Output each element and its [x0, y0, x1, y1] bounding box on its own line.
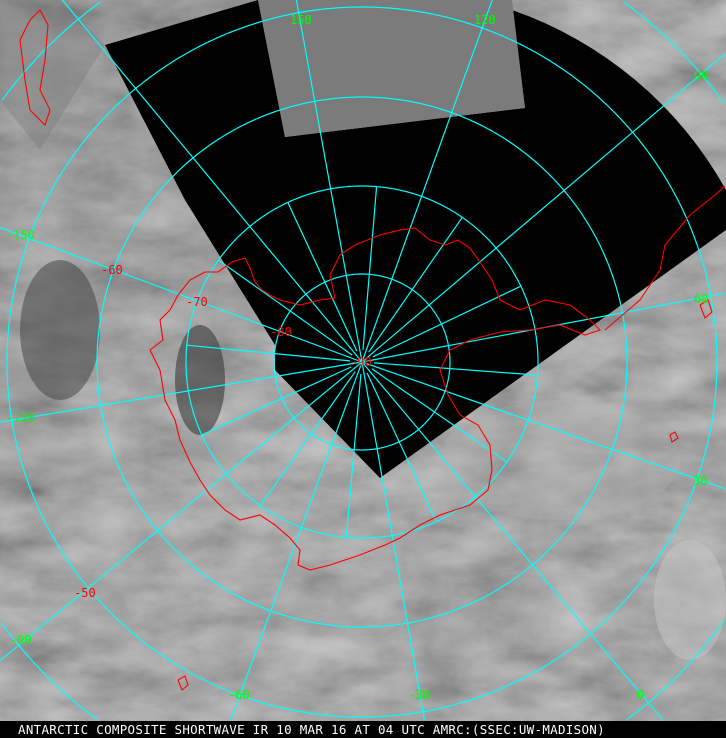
- meridian-line-minor: [372, 285, 522, 358]
- meridian-line-minor: [366, 372, 437, 522]
- latitude-labels: -90 -80 -70 -60 -50: [74, 263, 372, 600]
- south-america-coastline: [19, 9, 51, 127]
- island: [177, 675, 189, 691]
- longitude-labels: 150 120 90 60 30 0 -30 -60 -90 -120 -150: [6, 13, 708, 702]
- lon-label-minus150: -150: [6, 228, 35, 242]
- tile-top-left: [0, 0, 105, 150]
- dark-cloud-gap: [20, 260, 100, 400]
- peninsula-coastline: [604, 185, 726, 331]
- lon-label-minus120: -120: [6, 411, 35, 425]
- meridian-line: [295, 0, 363, 363]
- lon-label-60: 60: [694, 292, 708, 306]
- island: [669, 431, 679, 443]
- lat-label-minus70: -70: [186, 295, 208, 309]
- lon-label-120: 120: [474, 13, 496, 27]
- island: [699, 299, 713, 319]
- meridian-line: [0, 227, 363, 363]
- meridian-line: [361, 53, 726, 363]
- coastline: [19, 9, 726, 691]
- meridian-line-minor: [368, 216, 463, 353]
- lon-label-150: 150: [290, 13, 312, 27]
- dark-cloud-gap: [175, 325, 225, 435]
- meridian-line-minor: [201, 366, 352, 436]
- lat-label-minus60: -60: [101, 263, 123, 277]
- meridian-line: [0, 361, 363, 423]
- meridian-line-minor: [345, 373, 362, 538]
- image-caption: ANTARCTIC COMPOSITE SHORTWAVE IR 10 MAR …: [0, 721, 726, 738]
- graticule: [0, 0, 726, 721]
- meridian-line-minor: [362, 186, 378, 351]
- meridian-line-minor: [287, 202, 358, 352]
- lat-label-minus90: -90: [350, 355, 372, 369]
- meridian-line: [361, 0, 493, 363]
- meridian-line-minor: [371, 368, 508, 463]
- meridian-line-minor: [373, 362, 538, 376]
- lon-label-minus30: -30: [408, 688, 430, 702]
- latitude-circle: [626, 620, 725, 721]
- lon-label-90: 90: [694, 69, 708, 83]
- no-data-region: [105, 0, 726, 478]
- lat-label-minus50: -50: [74, 586, 96, 600]
- latitude-circle: [96, 96, 628, 628]
- bright-cloud: [440, 400, 680, 520]
- lon-label-0: 0: [637, 688, 644, 702]
- meridian-line-minor: [186, 344, 351, 362]
- lon-label-minus90: -90: [10, 633, 32, 647]
- lat-label-minus80: -80: [270, 325, 292, 339]
- meridian-line-minor: [259, 371, 356, 506]
- inset-image-tile: [258, 0, 525, 137]
- inset-image-tile-texture: [258, 0, 525, 137]
- latitude-circle: [1, 623, 98, 721]
- latitude-circle: [6, 6, 718, 718]
- bright-cloud: [654, 540, 726, 660]
- lon-label-minus60: -60: [228, 688, 250, 702]
- antarctica-coastline: [149, 227, 602, 571]
- lon-label-30: 30: [693, 474, 707, 488]
- meridian-line: [361, 361, 664, 721]
- latitude-circle: [185, 185, 539, 539]
- latitude-circle: [623, 1, 725, 104]
- latitude-circle: [1, 1, 101, 101]
- meridian-line: [0, 361, 363, 662]
- latitude-circle: [273, 273, 451, 451]
- meridian-line: [230, 361, 363, 721]
- meridian-line-minor: [218, 259, 353, 356]
- meridian-line: [361, 361, 726, 490]
